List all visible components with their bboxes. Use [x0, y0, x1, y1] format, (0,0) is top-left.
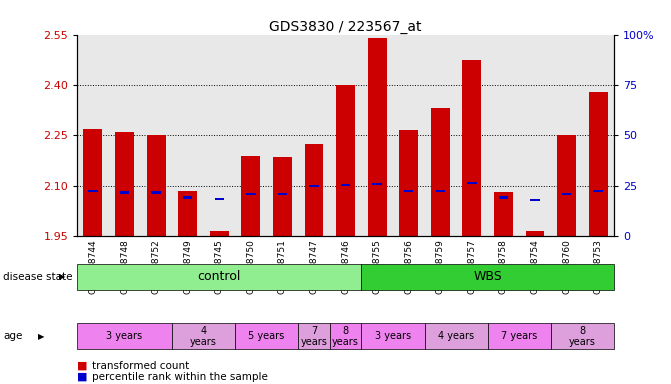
Bar [278, 193, 287, 195]
Text: 8
years: 8 years [569, 326, 596, 347]
Text: WBS: WBS [473, 270, 502, 283]
Bar [462, 60, 481, 236]
Bar [273, 157, 292, 236]
Bar [83, 129, 103, 236]
Bar [593, 190, 603, 192]
Bar [305, 144, 323, 236]
Bar [215, 198, 224, 200]
Text: control: control [197, 270, 241, 283]
Bar [152, 191, 161, 194]
Bar [557, 136, 576, 236]
Bar [115, 132, 134, 236]
Bar [88, 190, 98, 192]
Bar [368, 38, 386, 236]
Bar [588, 92, 608, 236]
Text: ▶: ▶ [59, 272, 66, 281]
Bar [246, 193, 256, 195]
Bar [242, 156, 260, 236]
Bar [435, 190, 445, 192]
Text: 7 years: 7 years [501, 331, 537, 341]
Text: ■: ■ [77, 372, 88, 382]
Bar [210, 231, 229, 236]
Text: 5 years: 5 years [248, 331, 285, 341]
Bar [120, 191, 130, 194]
Text: percentile rank within the sample: percentile rank within the sample [92, 372, 268, 382]
Bar [525, 231, 544, 236]
Bar [147, 136, 166, 236]
Bar [499, 196, 508, 199]
Bar [530, 199, 539, 201]
Text: 8
years: 8 years [332, 326, 359, 347]
Bar [309, 185, 319, 187]
Text: disease state: disease state [3, 272, 73, 282]
Text: ▶: ▶ [38, 332, 44, 341]
Bar [341, 184, 350, 186]
Text: 7
years: 7 years [301, 326, 327, 347]
Text: age: age [3, 331, 23, 341]
Bar [178, 191, 197, 236]
Bar [372, 183, 382, 185]
Bar [562, 193, 571, 195]
Bar [336, 85, 355, 236]
Bar [467, 182, 476, 184]
Text: 3 years: 3 years [375, 331, 411, 341]
Bar [431, 109, 450, 236]
Title: GDS3830 / 223567_at: GDS3830 / 223567_at [269, 20, 422, 33]
Text: transformed count: transformed count [92, 361, 189, 371]
Text: 3 years: 3 years [107, 331, 143, 341]
Bar [399, 130, 418, 236]
Text: 4
years: 4 years [190, 326, 217, 347]
Bar [183, 196, 193, 199]
Text: 4 years: 4 years [438, 331, 474, 341]
Bar [404, 190, 413, 192]
Text: ■: ■ [77, 361, 88, 371]
Bar [494, 192, 513, 236]
